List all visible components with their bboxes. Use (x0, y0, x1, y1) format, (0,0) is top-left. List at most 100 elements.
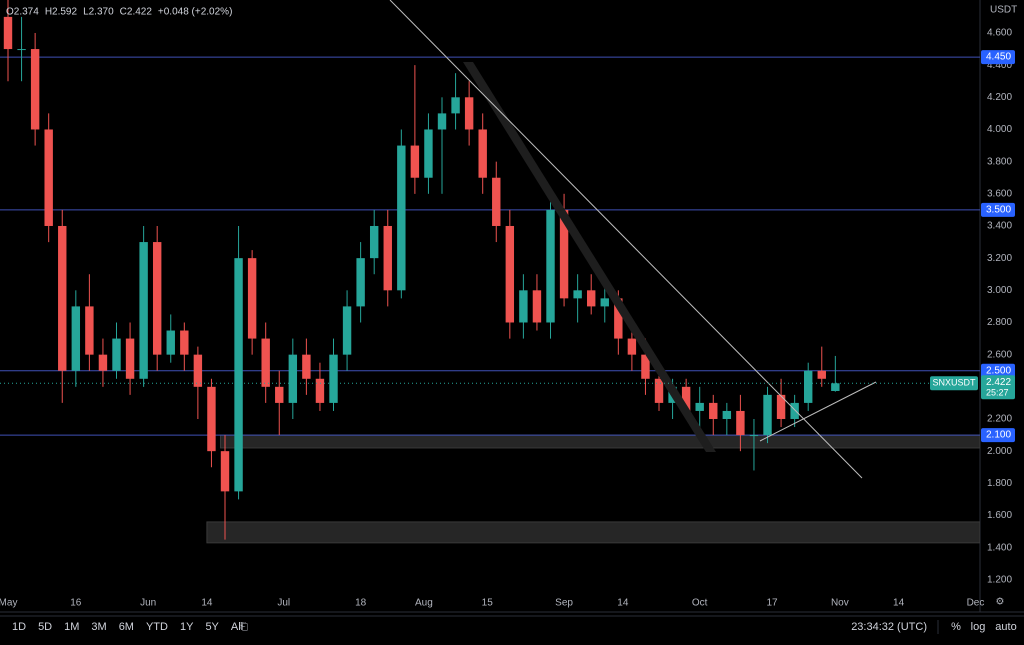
replay-icon[interactable]: ⎗ (240, 622, 248, 633)
range-button[interactable]: 6M (119, 621, 134, 633)
candle-body (342, 306, 352, 355)
x-tick-label: Sep (555, 598, 573, 609)
level-label-bg (981, 202, 1015, 217)
candle-body (586, 290, 596, 307)
x-tick-label: Oct (692, 598, 708, 609)
candle-body (695, 402, 704, 411)
x-tick-label: 15 (482, 598, 494, 609)
candle-body (627, 338, 637, 355)
x-tick-label: 16 (70, 598, 82, 609)
candle-body (519, 290, 528, 323)
y-tick-label: 3.000 (987, 285, 1012, 296)
axis-option[interactable]: auto (995, 621, 1016, 633)
x-tick-label: May (0, 598, 17, 609)
candle-body (85, 306, 94, 355)
range-button[interactable]: 5D (38, 621, 52, 633)
candle-body (275, 386, 284, 403)
candle-body (152, 242, 162, 355)
y-tick-label: 1.800 (987, 478, 1012, 489)
candle-body (193, 354, 203, 387)
candle-body (654, 378, 664, 403)
axis-option[interactable]: % (951, 621, 961, 633)
y-tick-label: 3.600 (987, 188, 1012, 199)
range-button[interactable]: All (231, 621, 243, 633)
level-label: 3.500 (986, 205, 1011, 216)
y-tick-label: 1.400 (987, 542, 1012, 553)
settings-icon[interactable]: ⚙ (996, 597, 1005, 608)
support-zone (206, 521, 980, 544)
price-label: 2.422 (986, 377, 1011, 388)
range-button[interactable]: YTD (146, 621, 168, 633)
candle-body (776, 394, 786, 419)
symbol-label-bg (930, 376, 978, 391)
range-button[interactable]: 1D (12, 621, 26, 633)
candle-body (302, 354, 311, 379)
y-tick-label: 4.000 (987, 124, 1012, 135)
candle-body (247, 258, 257, 339)
candle-body (17, 49, 26, 51)
support-zone (219, 434, 980, 449)
candle-body (139, 242, 148, 379)
candle-body (383, 225, 392, 291)
ohlc-legend: H2.592 (45, 7, 78, 18)
candle-body (424, 129, 433, 178)
x-tick-label: 17 (766, 598, 778, 609)
ohlc-legend: O2.374 (6, 7, 39, 18)
candle-body (125, 338, 135, 379)
x-tick-label: 14 (201, 598, 213, 609)
candle-body (681, 386, 691, 411)
candle-body (600, 298, 609, 307)
y-tick-label: 4.600 (987, 28, 1012, 39)
candle-body (614, 298, 623, 339)
candle-body (397, 145, 406, 291)
candle-body (709, 402, 718, 419)
candle-body (30, 49, 40, 130)
candle-body (437, 113, 447, 130)
candle-body (559, 209, 569, 299)
candle-body (736, 410, 745, 436)
axis-option[interactable]: log (971, 621, 986, 633)
candle-body (234, 258, 243, 492)
x-tick-label: Jun (140, 598, 156, 609)
range-button[interactable]: 1M (64, 621, 79, 633)
y-tick-label: 2.800 (987, 317, 1012, 328)
symbol-label: SNXUSDT (932, 378, 976, 388)
candle-body (44, 129, 53, 226)
y-tick-label: 1.200 (987, 574, 1012, 585)
level-label-bg (981, 363, 1015, 378)
level-label: 2.500 (986, 365, 1011, 376)
candle-body (98, 354, 108, 371)
level-label: 4.450 (986, 52, 1011, 63)
candle-body (478, 129, 487, 178)
y-tick-label: 3.800 (987, 156, 1012, 167)
range-button[interactable]: 1Y (180, 621, 194, 633)
currency-label[interactable]: USDT (990, 5, 1017, 16)
ohlc-legend: +0.048 (+2.02%) (158, 7, 233, 18)
candle-body (546, 209, 555, 323)
candle-body (112, 338, 121, 371)
x-tick-label: 14 (617, 598, 629, 609)
level-label-bg (981, 50, 1015, 65)
candle-body (369, 225, 379, 259)
candle-body (166, 330, 175, 355)
candle-body (288, 354, 298, 403)
candle-body (220, 451, 230, 492)
range-button[interactable]: 5Y (205, 621, 219, 633)
x-tick-label: Aug (415, 598, 433, 609)
x-tick-label: 18 (355, 598, 367, 609)
candle-body (261, 338, 270, 387)
candle-body (804, 370, 813, 403)
candle-body (641, 354, 650, 379)
y-tick-label: 4.400 (987, 60, 1012, 71)
candle-body (356, 258, 365, 307)
y-tick-label: 2.200 (987, 414, 1012, 425)
candle-body (451, 97, 460, 114)
candle-body (315, 378, 325, 403)
range-button[interactable]: 3M (91, 621, 106, 633)
candle-body (790, 402, 799, 419)
trend-drawings (389, 0, 877, 479)
candle-body (722, 410, 732, 419)
y-tick-label: 2.600 (987, 349, 1012, 360)
